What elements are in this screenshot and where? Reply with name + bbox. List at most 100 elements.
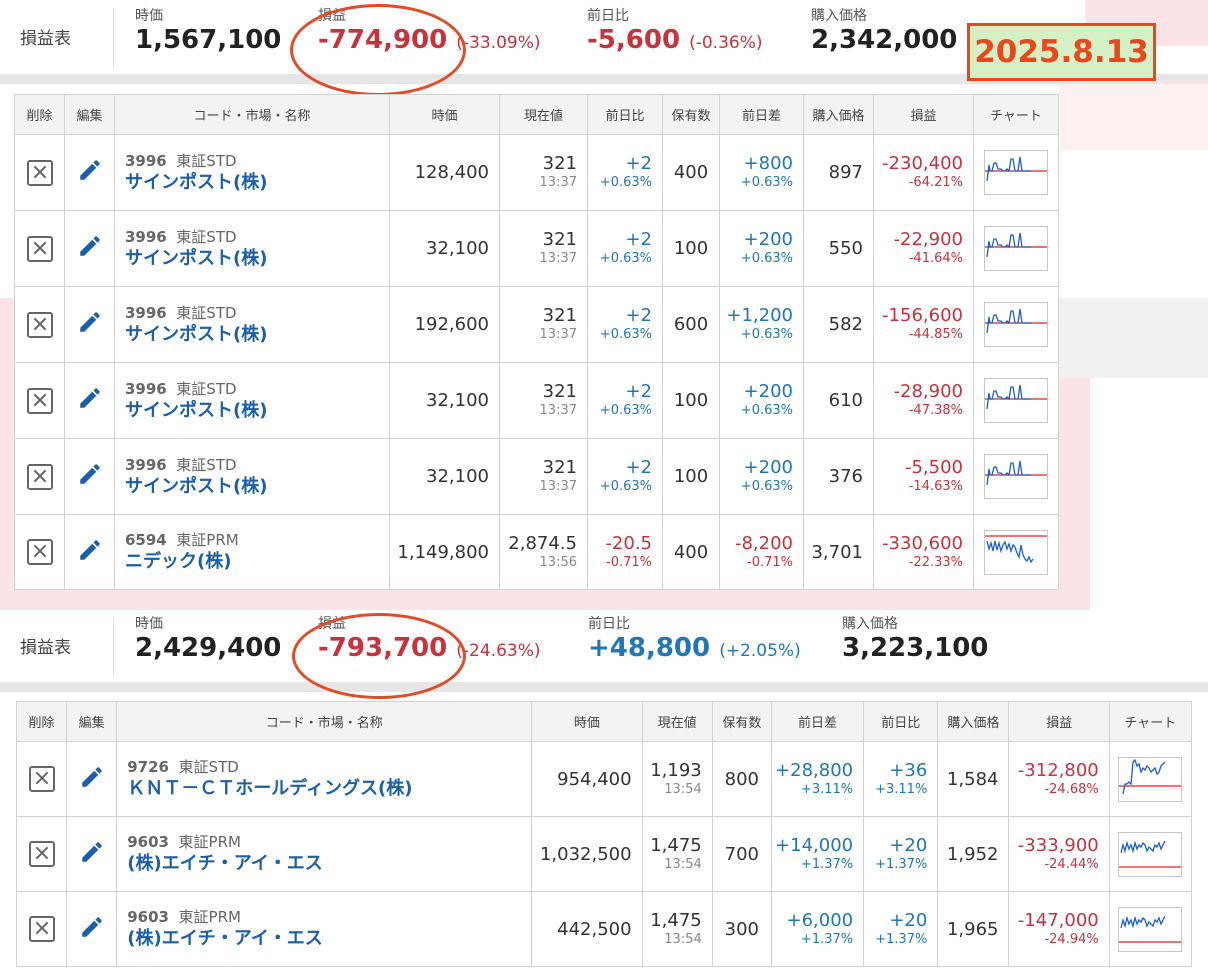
price-time: 13:37 [539, 479, 577, 494]
current-price: 1,193 [650, 759, 702, 781]
stock-name-link[interactable]: (株)エイチ・アイ・エス [127, 853, 323, 874]
current-price-cell: 1,475 13:54 [641, 891, 713, 967]
day-change-amount: -5,600 [587, 25, 681, 55]
current-price-cell: 321 13:37 [499, 134, 588, 211]
profit-loss: -312,800 [1017, 759, 1099, 781]
delete-icon[interactable] [26, 539, 53, 565]
market-value-label: 時価 [135, 8, 163, 24]
edit-pencil-icon[interactable] [79, 764, 105, 795]
mini-chart-thumbnail[interactable] [984, 378, 1048, 423]
summary-divider [113, 618, 114, 676]
delete-cell [14, 286, 65, 363]
quantity-cell: 300 [711, 891, 772, 967]
delete-cell [15, 741, 68, 817]
purchase-price-value: 2,342,000 [811, 25, 958, 55]
portfolio-table-top: 削除 編集 コード・市場・名称 時価 現在値 前日比 保有数 前日差 購入価格 損益 チャート 39… [14, 94, 1059, 590]
summary-purchase-price: 購入価格 2,342,000 [811, 8, 957, 56]
delete-icon[interactable] [28, 841, 55, 867]
delete-icon[interactable] [26, 387, 53, 414]
day-change-label: 前日比 [588, 616, 630, 632]
edit-pencil-icon[interactable] [77, 385, 103, 416]
mini-chart-thumbnail[interactable] [1118, 831, 1183, 877]
stock-name-link[interactable]: (株)エイチ・アイ・エス [127, 928, 323, 949]
day-change-percent: +0.63% [599, 175, 652, 190]
current-price-cell: 321 13:37 [499, 362, 588, 439]
day-diff-percent: +1.37% [800, 856, 854, 872]
profit-loss: -230,400 [882, 153, 963, 174]
column-header: 購入価格 [803, 94, 874, 135]
edit-pencil-icon[interactable] [77, 309, 103, 340]
day-change: +20 [889, 909, 928, 931]
column-header: 損益 [873, 94, 974, 135]
delete-icon[interactable] [26, 159, 53, 186]
edit-pencil-icon[interactable] [77, 461, 103, 492]
profit-loss-cell: -333,900 -24.44% [1008, 816, 1110, 892]
summary-bar-bottom: 損益表 時価 2,429,400 損益 -793,700 (-24.63%) 前… [0, 610, 1208, 682]
mini-chart-thumbnail[interactable] [984, 529, 1048, 575]
mini-chart-thumbnail[interactable] [984, 302, 1048, 347]
day-diff: +200 [743, 229, 793, 250]
stock-name-cell: 3996 東証STD サインポスト(株) [114, 210, 390, 287]
quantity-cell: 600 [662, 286, 720, 363]
purchase-price-cell: 582 [803, 286, 874, 363]
stock-name-link[interactable]: サインポスト(株) [125, 247, 268, 269]
price-time: 13:56 [539, 554, 577, 570]
market-value-cell: 442,500 [531, 891, 643, 967]
market-value-cell: 192,600 [389, 286, 500, 363]
summary-profit-loss: 損益 -793,700 (-24.63%) [318, 616, 541, 667]
purchase-price-cell: 1,952 [937, 816, 1010, 892]
stock-name-link[interactable]: サインポスト(株) [125, 171, 268, 193]
market-value-cell: 954,400 [531, 741, 643, 817]
delete-icon[interactable] [26, 235, 53, 262]
mini-chart-thumbnail[interactable] [984, 454, 1048, 499]
stock-name-link[interactable]: サインポスト(株) [125, 323, 268, 345]
edit-pencil-icon[interactable] [79, 914, 105, 945]
profit-loss-percent: -24.94% [1044, 931, 1099, 947]
chart-cell [973, 286, 1059, 363]
current-price: 321 [542, 153, 577, 174]
summary-day-change: 前日比 -5,600 (-0.36%) [587, 8, 763, 59]
mini-chart-thumbnail[interactable] [1118, 756, 1183, 802]
delete-icon[interactable] [26, 463, 53, 490]
stock-name-link[interactable]: サインポスト(株) [125, 399, 268, 421]
edit-pencil-icon[interactable] [79, 839, 105, 870]
current-price: 321 [542, 381, 577, 402]
profit-loss-amount: -793,700 [318, 633, 448, 663]
day-change-cell: +2 +0.63% [587, 362, 663, 439]
market-value-cell: 128,400 [389, 134, 500, 211]
stock-name-link[interactable]: ＫＮＴ－ＣＴホールディングス(株) [127, 778, 413, 799]
mini-chart-thumbnail[interactable] [984, 150, 1048, 195]
table-row: 9603 東証PRM (株)エイチ・アイ・エス 442,500 1,475 13:54 3… [15, 891, 1193, 967]
edit-cell [66, 741, 118, 817]
mini-chart-thumbnail[interactable] [1118, 906, 1183, 952]
delete-icon[interactable] [28, 766, 55, 792]
profit-loss-value: -793,700 (-24.63%) [318, 632, 541, 667]
edit-pencil-icon[interactable] [77, 537, 103, 568]
day-change-cell: +20 +1.37% [863, 891, 939, 967]
day-change: +2 [625, 153, 652, 174]
day-change-cell: +2 +0.63% [587, 286, 663, 363]
stock-name-link[interactable]: ニデック(株) [125, 551, 232, 572]
edit-pencil-icon[interactable] [77, 157, 103, 188]
stock-code: 6594 [125, 531, 167, 549]
background-band-lower [0, 682, 1208, 692]
chart-cell [1108, 741, 1193, 817]
chart-cell [973, 514, 1059, 590]
summary-purchase-price: 購入価格 3,223,100 [842, 616, 988, 664]
delete-icon[interactable] [28, 916, 55, 942]
profit-loss-percent: -24.68% [1044, 781, 1099, 797]
delete-icon[interactable] [26, 311, 53, 338]
mini-chart-thumbnail[interactable] [984, 226, 1048, 271]
column-header: 前日比 [863, 701, 939, 742]
stock-name-link[interactable]: サインポスト(株) [125, 475, 268, 497]
stock-code: 9726 [127, 758, 169, 776]
edit-pencil-icon[interactable] [77, 233, 103, 264]
day-diff-cell: +200 +0.63% [719, 362, 804, 439]
day-diff-percent: +0.63% [740, 327, 793, 342]
profit-loss-percent: -41.64% [908, 251, 963, 266]
day-change: +2 [625, 381, 652, 402]
profit-loss-percent: -24.44% [1044, 856, 1099, 872]
profit-loss-cell: -28,900 -47.38% [873, 362, 974, 439]
date-annotation: 2025.8.13 [967, 23, 1156, 81]
profit-loss-percent: -14.63% [908, 479, 963, 494]
